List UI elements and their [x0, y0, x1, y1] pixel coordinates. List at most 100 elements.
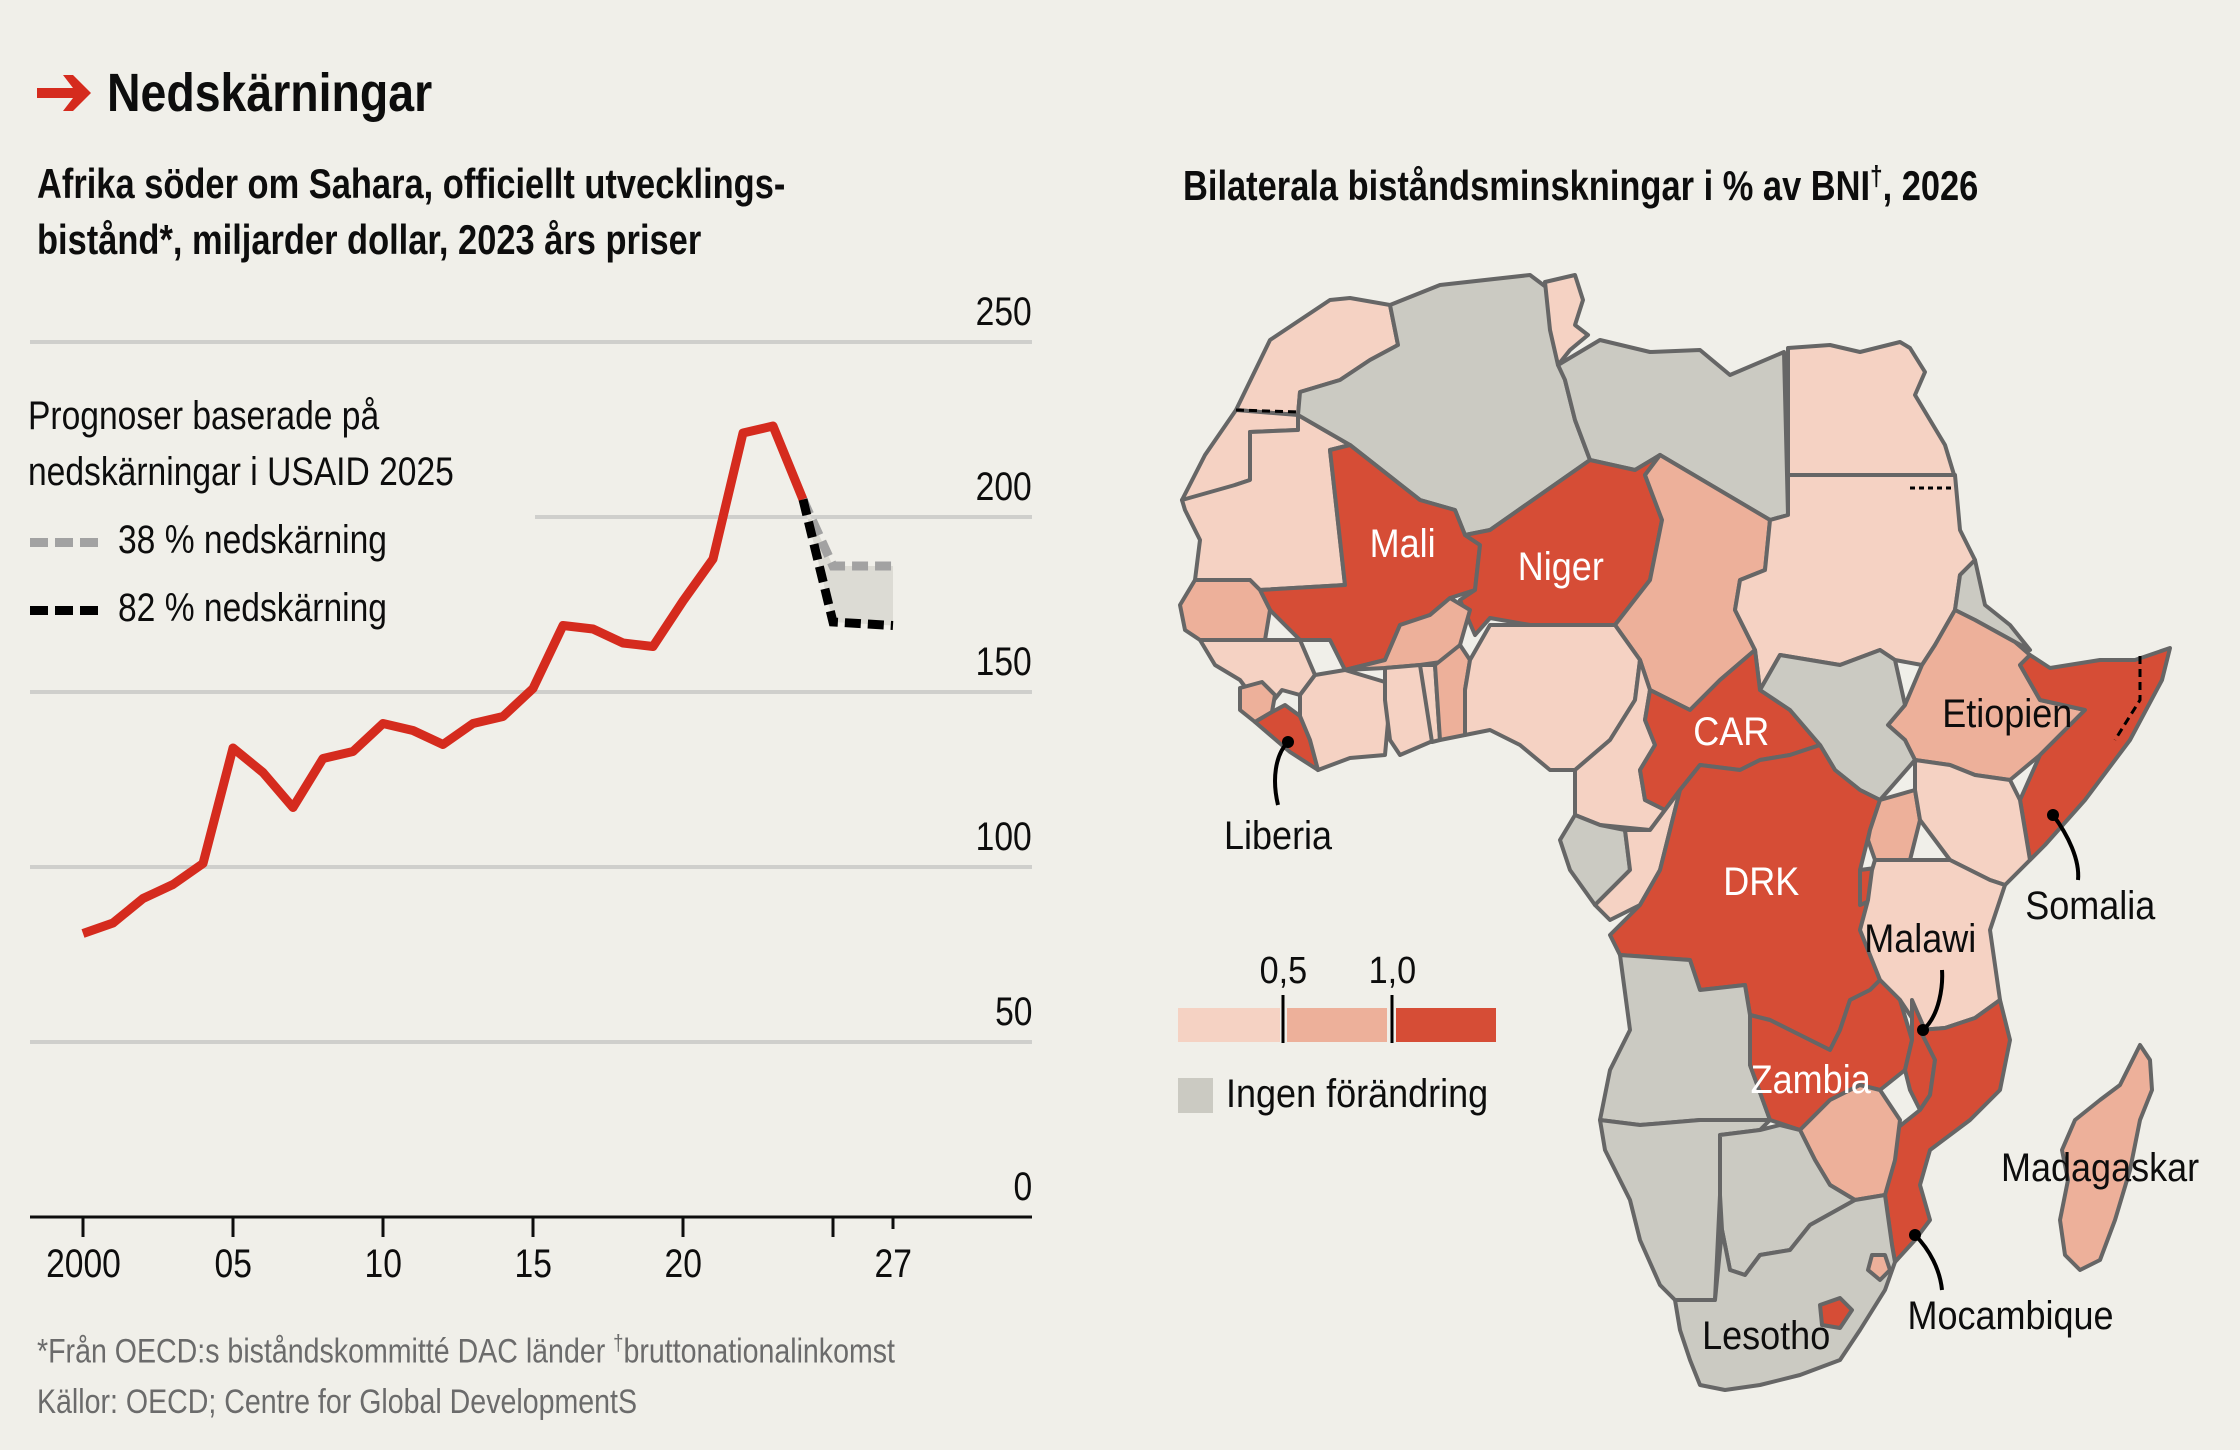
leader-line-somalia: [2051, 813, 2081, 881]
scale-band-low: [1178, 1008, 1280, 1042]
legend-swatch-82: [30, 606, 98, 615]
country-zambia: [1748, 978, 1914, 1132]
country-nigeria: [1463, 623, 1642, 772]
marker-malawi: [1917, 1024, 1929, 1036]
country-gabon: [1558, 813, 1632, 907]
data-point-s2-2025: [830, 619, 836, 625]
x-tick-label: 20: [664, 1242, 702, 1286]
data-point-s0-2018: [620, 640, 626, 646]
data-point-s1-2027: [890, 563, 896, 569]
country-rwanda: [1858, 866, 1877, 907]
line-chart: [30, 340, 1032, 1237]
country-kenya: [1913, 758, 2032, 887]
legend-entry-38: 38 % nedskärning: [118, 518, 387, 562]
country-mauritania: [1180, 413, 1352, 592]
legend-title-line-2: nedskärningar i USAID 2025: [28, 450, 454, 494]
leader-line-liberia: [1273, 740, 1290, 806]
data-point-s0-2007: [290, 805, 296, 811]
map-label-etiopien: Etiopien: [1941, 692, 2073, 736]
data-point-s0-2011: [410, 728, 416, 734]
x-tick-label: 05: [214, 1242, 252, 1286]
country-liberia: [1253, 703, 1320, 772]
chart-header: Nedskärningar: [37, 62, 485, 124]
scale-band-mid: [1287, 1008, 1387, 1042]
country-somalia: [2018, 646, 2172, 862]
data-point-s0-2023: [770, 423, 776, 429]
country-algeria: [1296, 273, 1592, 537]
data-point-s0-2009: [350, 749, 356, 755]
data-point-s0-2021: [710, 556, 716, 562]
page-title: Nedskärningar: [107, 63, 433, 123]
data-point-s0-2015: [530, 686, 536, 692]
country-eritrea: [1953, 558, 2032, 652]
y-tick-label: 250: [975, 290, 1032, 334]
scale-label-0-5: 0,5: [1259, 950, 1307, 992]
marker-liberia: [1282, 736, 1294, 748]
series-line-82-percent: [798, 498, 894, 630]
country-ivory-coast: [1298, 668, 1392, 772]
map-label-lesotho: Lesotho: [1701, 1314, 1831, 1358]
y-tick-label: 50: [994, 990, 1032, 1034]
data-point-s0-2001: [110, 920, 116, 926]
scale-band-high: [1396, 1008, 1496, 1042]
country-senegal: [1178, 578, 1272, 642]
data-point-s0-2005: [230, 745, 236, 751]
country-sierra-leone: [1238, 680, 1277, 724]
y-tick-label: 200: [975, 465, 1032, 509]
country-western-sahara: [1180, 408, 1300, 507]
series-line-actual: [81, 421, 808, 938]
country-cameroon: [1573, 658, 1667, 832]
data-point-s0-2014: [500, 714, 506, 720]
country-south-africa: [1673, 1193, 1897, 1392]
right-arrow-icon: [37, 75, 91, 111]
data-point-s0-2012: [440, 742, 446, 748]
map-label-mocambique: Mocambique: [1907, 1294, 2115, 1338]
country-tunisia: [1543, 273, 1590, 367]
country-libya: [1556, 338, 1790, 522]
legend-entry-82: 82 % nedskärning: [118, 586, 387, 630]
country-sudan: [1733, 473, 1977, 692]
leader-line-malawi: [1921, 969, 1945, 1032]
scale-label-1-0: 1,0: [1368, 950, 1416, 992]
y-tick-label: 100: [975, 815, 1032, 859]
country-ghana: [1383, 663, 1437, 757]
data-point-s1-2025: [830, 563, 836, 569]
map-label-somalia: Somalia: [2024, 884, 2156, 928]
x-tick-label: 10: [364, 1242, 402, 1286]
data-point-s0-2022: [740, 430, 746, 436]
chart-subtitle-line-1: Afrika söder om Sahara, officiellt utvec…: [37, 160, 786, 207]
data-point-s0-2004: [200, 861, 206, 867]
map-label-drk: DRK: [1722, 860, 1799, 904]
data-point-s0-2016: [560, 623, 566, 629]
sources-note: Källor: OECD; Centre for Global Developm…: [37, 1383, 638, 1421]
y-tick-label: 150: [975, 640, 1032, 684]
projection-band: [803, 499, 893, 626]
country-congo: [1593, 788, 1682, 922]
x-tick-label: 27: [874, 1242, 912, 1286]
legend-title-line-1: Prognoser baserade på: [28, 394, 380, 438]
no-change-swatch: [1178, 1078, 1213, 1113]
data-point-s0-2002: [140, 896, 146, 902]
leader-line-mocambique: [1913, 1233, 1944, 1291]
data-point-s0-2006: [260, 770, 266, 776]
x-tick-label: 15: [514, 1242, 552, 1286]
x-tick-label: 2000: [45, 1242, 121, 1286]
map-title: Bilaterala biståndsminskningar i % av BN…: [1183, 160, 1979, 209]
map-label-car: CAR: [1692, 710, 1769, 754]
map-label-liberia: Liberia: [1223, 814, 1333, 858]
data-point-s0-2013: [470, 721, 476, 727]
data-point-s0-2019: [650, 644, 656, 650]
country-chad: [1613, 453, 1772, 712]
data-point-s2-2024: [800, 497, 806, 503]
data-point-s0-2008: [320, 756, 326, 762]
country-uganda: [1866, 788, 1922, 862]
data-point-s0-2017: [590, 626, 596, 632]
data-point-s2-2027: [890, 623, 896, 629]
marker-somalia: [2047, 809, 2059, 821]
data-point-s0-2020: [680, 598, 686, 604]
data-point-s0-2000: [80, 931, 86, 937]
country-mozambique: [1883, 998, 2012, 1264]
no-change-label: Ingen förändring: [1226, 1072, 1489, 1116]
country-eswatini: [1866, 1253, 1892, 1282]
country-benin: [1433, 643, 1472, 742]
